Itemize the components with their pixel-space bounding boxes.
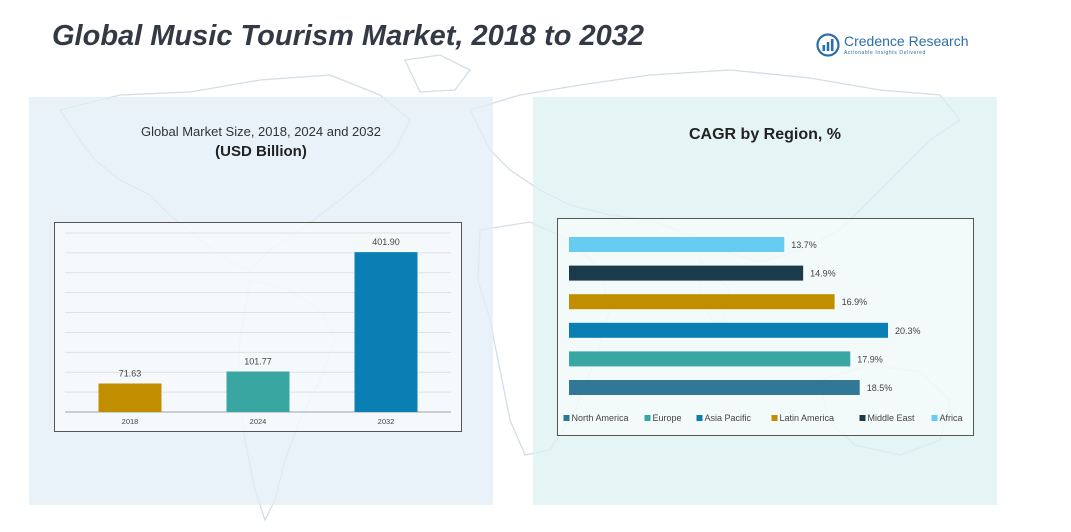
x-tick-2024: 2024	[250, 417, 267, 426]
legend-label-latin-america: Latin America	[780, 413, 835, 423]
cagr-bar-chart: 13.7% 14.9% 16.9% 20.3% 17.9% 18.5% North Amer…	[563, 237, 963, 423]
cagr-chart: 13.7% 14.9% 16.9% 20.3% 17.9% 18.5% North Amer…	[557, 218, 974, 436]
bar-europe	[569, 351, 851, 367]
market-size-bar-chart: 71.63 2018 101.77 2024 401.90 2032	[65, 232, 451, 426]
bar-2032	[354, 252, 418, 412]
x-tick-2032: 2032	[378, 417, 395, 426]
legend-label-africa: Africa	[940, 413, 963, 423]
bar-latin-america	[569, 294, 835, 310]
legend-swatch-europe	[644, 415, 651, 421]
legend-swatch-asia-pacific	[696, 415, 703, 421]
credence-logo-icon	[816, 33, 840, 57]
legend-label-europe: Europe	[653, 413, 682, 423]
bar-north-america	[569, 380, 860, 395]
brand-logo: Credence Research Actionable Insights De…	[816, 33, 986, 63]
legend-swatch-middle-east	[859, 415, 866, 421]
x-tick-2018: 2018	[122, 417, 139, 426]
bar-2018	[98, 383, 162, 412]
value-label-asia-pacific: 20.3%	[895, 326, 921, 336]
legend-label-asia-pacific: Asia Pacific	[705, 413, 752, 423]
value-label-north-america: 18.5%	[867, 383, 893, 393]
value-label-africa: 13.7%	[791, 240, 817, 250]
value-label-2024: 101.77	[244, 357, 272, 367]
bar-middle-east	[569, 265, 804, 281]
value-label-middle-east: 14.9%	[810, 269, 836, 279]
brand-tagline: Actionable Insights Delivered	[844, 50, 926, 56]
bar-africa	[569, 237, 785, 252]
value-label-2032: 401.90	[372, 237, 400, 247]
legend-label-north-america: North America	[572, 413, 629, 423]
value-label-2018: 71.63	[119, 369, 142, 379]
bar-asia-pacific	[569, 322, 888, 338]
value-label-latin-america: 16.9%	[842, 297, 868, 307]
market-size-chart: 71.63 2018 101.77 2024 401.90 2032	[54, 222, 462, 432]
page-title: Global Music Tourism Market, 2018 to 203…	[52, 20, 645, 52]
cagr-title: CAGR by Region, %	[688, 126, 841, 143]
legend-label-middle-east: Middle East	[868, 413, 916, 423]
legend-swatch-north-america	[563, 415, 570, 421]
bar-2024	[226, 371, 290, 412]
market-size-unit: (USD Billion)	[215, 143, 307, 160]
brand-name: Credence Research	[844, 33, 969, 49]
legend-swatch-africa	[931, 415, 938, 421]
value-label-europe: 17.9%	[857, 354, 883, 364]
legend-swatch-latin-america	[771, 415, 778, 421]
market-size-subtitle: Global Market Size, 2018, 2024 and 2032	[141, 124, 381, 139]
